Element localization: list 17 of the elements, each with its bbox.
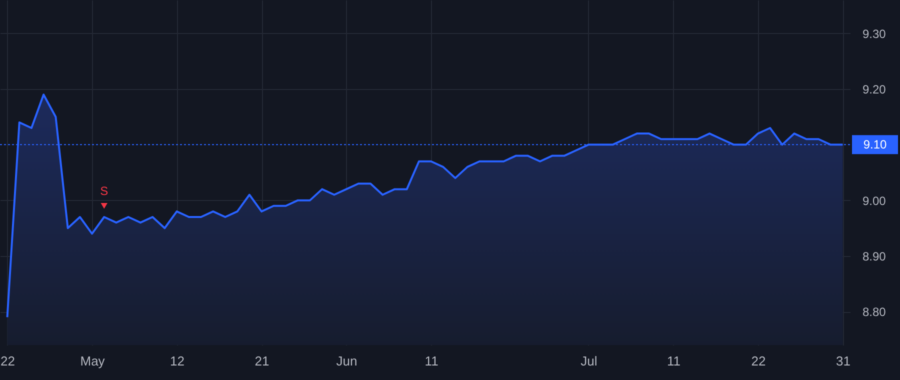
- x-tick-label: 31: [836, 354, 850, 368]
- y-tick-label: 8.80: [862, 305, 886, 320]
- series-label: S: [100, 184, 108, 198]
- x-tick-label: Jun: [336, 354, 358, 368]
- x-tick-label: 11: [666, 354, 680, 368]
- y-tick-label: 9.20: [862, 82, 886, 97]
- ref-line-label: 9.10: [863, 138, 887, 152]
- y-tick-label: 9.30: [862, 26, 886, 41]
- x-tick-label: 11: [424, 354, 438, 368]
- y-tick-label: 8.90: [862, 249, 886, 264]
- x-tick-label: May: [80, 354, 106, 368]
- x-tick-label: 12: [170, 354, 185, 368]
- x-tick-label: 21: [254, 354, 270, 368]
- x-tick-label: 22: [0, 354, 15, 368]
- y-tick-label: 9.00: [862, 194, 886, 208]
- x-tick-label: 22: [751, 354, 766, 368]
- x-tick-label: Jul: [580, 354, 598, 368]
